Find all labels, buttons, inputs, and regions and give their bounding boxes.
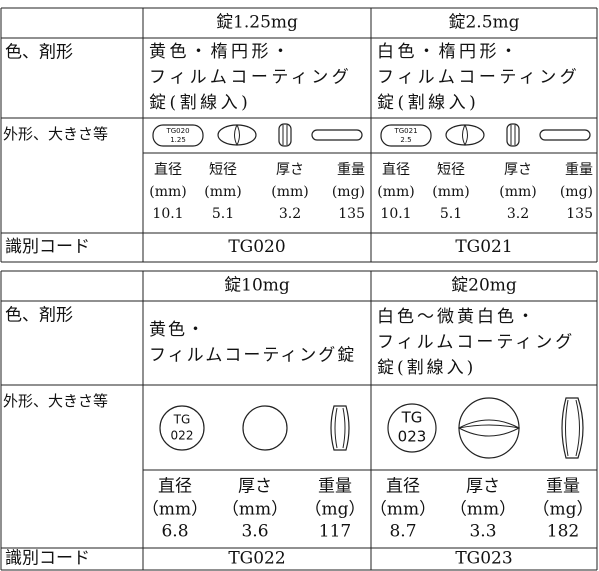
measure-unit: (mm) (204, 184, 241, 200)
measure-label: 短径 (209, 162, 237, 178)
measure-value: 5.1 (440, 206, 462, 222)
tablet-side (217, 124, 257, 146)
tablet-top (387, 403, 437, 453)
tablet-flat (311, 129, 363, 141)
tablet-side (561, 397, 584, 459)
measure-label: 重量 (565, 162, 593, 178)
row-label: 色、剤形 (5, 43, 73, 63)
imprint: TG021 (393, 127, 417, 135)
row-label: 識別コード (5, 549, 90, 569)
tablet-line (234, 124, 240, 146)
tablet-line (565, 399, 580, 457)
measure-value: 182 (547, 522, 579, 542)
form-text: 錠(割線入) (377, 358, 476, 378)
measure-value: 10.1 (380, 206, 411, 222)
form-text: 白色～微黄白色・ (377, 307, 537, 327)
row-label: 外形、大きさ等 (3, 392, 108, 410)
measure-unit: （mg） (304, 500, 365, 520)
measure-label: 直径 (386, 477, 420, 497)
measure-value: 3.6 (241, 522, 268, 542)
measure-value: 3.3 (469, 522, 496, 542)
form-text: フィルムコーティング (377, 68, 580, 88)
tablet-line (457, 419, 521, 437)
measure-value: 6.8 (161, 522, 188, 542)
tablet-top (152, 124, 204, 147)
imprint: TG020 (165, 127, 189, 135)
imprint: TG (173, 413, 191, 427)
row-label: 色、剤形 (5, 306, 73, 326)
tablet-side (445, 124, 485, 146)
imprint: 022 (171, 429, 194, 443)
measure-unit: (mm) (149, 184, 186, 200)
measure-label: 厚さ (238, 477, 272, 497)
measure-value: 5.1 (212, 206, 234, 222)
tablet-edge (278, 123, 292, 147)
measure-value: 10.1 (152, 206, 183, 222)
imprint: TG (401, 409, 423, 427)
form-text: 黄色・楕円形・ (149, 42, 293, 62)
form-text: フィルムコーティング錠 (149, 345, 356, 365)
measure-value: 135 (338, 206, 365, 222)
measure-unit: (mm) (271, 184, 308, 200)
tablet-flat (539, 129, 591, 141)
measure-label: 厚さ (466, 477, 500, 497)
measure-unit: （mm） (370, 500, 436, 520)
tablet-edge (506, 123, 520, 147)
form-text: 錠(割線入) (377, 93, 479, 113)
measure-unit: （mm） (450, 500, 516, 520)
measure-unit: (mg) (332, 184, 365, 200)
tablet-line (334, 407, 346, 449)
measure-value: 135 (566, 206, 593, 222)
identification-code: TG022 (228, 549, 285, 569)
measure-unit: （mm） (142, 500, 208, 520)
tablet-side (330, 405, 350, 451)
tablet-line (462, 124, 468, 146)
measure-label: 直径 (154, 161, 182, 178)
measure-unit: (mm) (499, 184, 536, 200)
imprint: 023 (398, 428, 427, 446)
imprint: 2.5 (400, 136, 411, 144)
measure-label: 厚さ (504, 162, 532, 178)
measure-label: 重量 (546, 477, 580, 497)
tablet-back (458, 397, 520, 459)
measure-label: 短径 (437, 162, 465, 178)
row-label: 識別コード (5, 237, 90, 257)
column-header: 錠10mg (224, 276, 290, 296)
measure-label: 重量 (318, 477, 352, 497)
tablet-top (380, 124, 432, 147)
form-text: 黄色・ (149, 320, 206, 340)
measure-label: 直径 (382, 161, 410, 178)
column-header: 錠1.25mg (216, 13, 298, 33)
measure-unit: (mm) (432, 184, 469, 200)
column-header: 錠2.5mg (448, 13, 519, 33)
imprint: 1.25 (170, 136, 186, 144)
tablet-shapes: TG020 1.25 TG021 2.5 TG 022 TG 023 (152, 123, 591, 459)
form-text: フィルムコーティング (149, 68, 352, 88)
form-text: 錠(割線入) (149, 93, 251, 113)
form-text: 白色・楕円形・ (377, 42, 521, 62)
row-label: 外形、大きさ等 (3, 125, 108, 143)
measure-value: 3.2 (507, 206, 529, 222)
measure-unit: （mg） (532, 500, 593, 520)
form-text: フィルムコーティング (377, 333, 575, 353)
measure-unit: (mm) (377, 184, 414, 200)
measure-unit: (mg) (560, 184, 593, 200)
measure-value: 3.2 (279, 206, 301, 222)
measure-label: 直径 (158, 477, 192, 497)
tablet-back (242, 405, 288, 451)
measure-value: 8.7 (389, 522, 416, 542)
identification-code: TG020 (228, 237, 285, 257)
measure-unit: （mm） (222, 500, 288, 520)
measure-label: 厚さ (276, 162, 304, 178)
measure-value: 117 (319, 522, 351, 542)
identification-code: TG021 (455, 237, 512, 257)
identification-code: TG023 (455, 549, 512, 569)
tablet-top (159, 405, 205, 451)
measure-label: 重量 (337, 162, 365, 178)
column-header: 錠20mg (451, 276, 517, 296)
